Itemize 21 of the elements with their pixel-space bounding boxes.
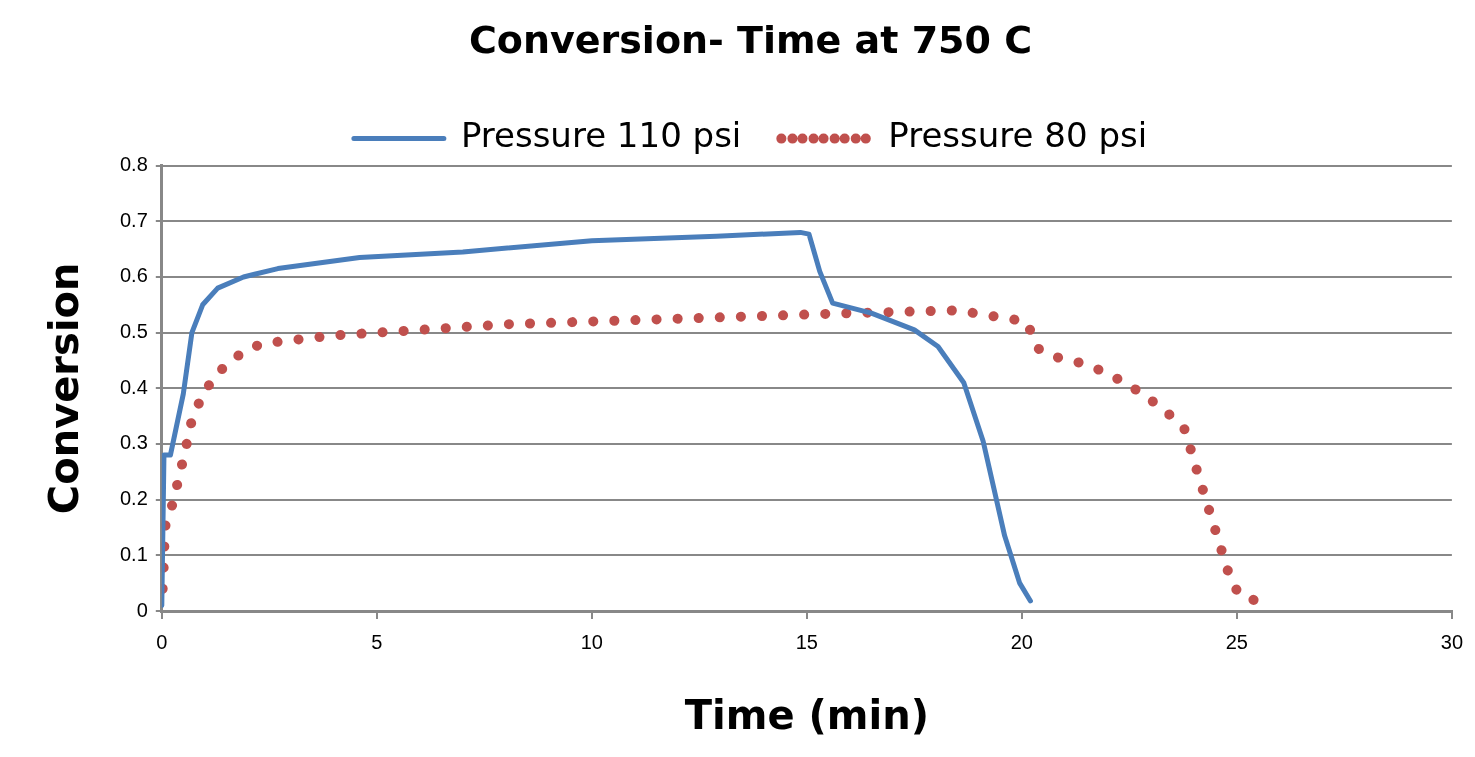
x-tick-label: 10: [580, 630, 603, 653]
legend-label: Pressure 110 psi: [460, 115, 742, 156]
y-tick-label: 0.2: [119, 487, 148, 510]
y-tick-label: 0.1: [119, 542, 148, 565]
x-tick-label: 30: [1440, 630, 1463, 653]
legend-label: Pressure 80 psi: [888, 115, 1148, 156]
x-tick-label: 25: [1225, 630, 1248, 653]
y-tick-label: 0: [136, 598, 148, 621]
x-axis-title: Time (min): [684, 692, 929, 739]
x-tick-label: 5: [371, 630, 383, 653]
y-tick-label: 0.7: [119, 208, 148, 231]
x-tick-label: 15: [795, 630, 818, 653]
y-tick-label: 0.5: [119, 320, 148, 343]
y-tick-label: 0.4: [119, 375, 148, 398]
y-tick-label: 0.6: [119, 264, 148, 287]
x-tick-label: 20: [1010, 630, 1033, 653]
chart-title: Conversion- Time at 750 C: [468, 17, 1033, 62]
y-axis-title: Conversion: [41, 262, 88, 515]
y-tick-label: 0.3: [119, 431, 148, 454]
x-tick-label: 0: [156, 630, 168, 653]
y-tick-label: 0.8: [119, 153, 148, 176]
